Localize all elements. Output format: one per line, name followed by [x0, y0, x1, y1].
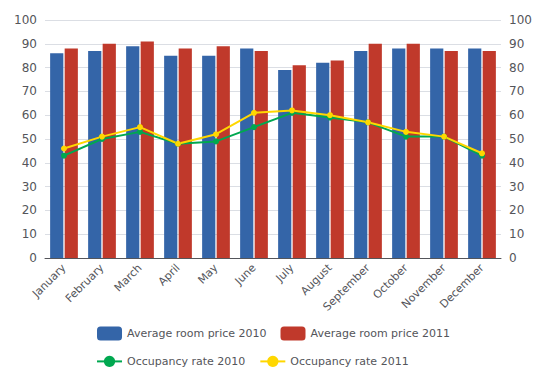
svg-text:60: 60 [509, 108, 524, 122]
svg-text:Average room price 2010: Average room price 2010 [127, 327, 267, 340]
svg-text:80: 80 [509, 61, 524, 75]
svg-text:0: 0 [509, 251, 517, 265]
svg-text:60: 60 [22, 108, 37, 122]
svg-text:Occupancy rate 2010: Occupancy rate 2010 [127, 355, 245, 368]
svg-text:20: 20 [509, 203, 524, 217]
svg-text:70: 70 [22, 84, 37, 98]
svg-text:July: July [273, 261, 297, 285]
svg-text:40: 40 [22, 156, 37, 170]
svg-text:August: August [298, 261, 335, 298]
svg-text:March: March [112, 261, 145, 294]
svg-text:October: October [370, 261, 411, 302]
svg-text:10: 10 [509, 227, 524, 241]
svg-text:100: 100 [14, 13, 37, 27]
svg-text:April: April [156, 261, 183, 288]
svg-text:30: 30 [22, 180, 37, 194]
svg-text:30: 30 [509, 180, 524, 194]
svg-text:December: December [437, 261, 487, 311]
svg-text:June: June [232, 261, 259, 288]
svg-text:40: 40 [509, 156, 524, 170]
svg-text:Occupancy rate 2011: Occupancy rate 2011 [290, 355, 408, 368]
svg-text:90: 90 [509, 37, 524, 51]
svg-text:September: September [320, 261, 372, 313]
svg-text:50: 50 [22, 132, 37, 146]
svg-text:50: 50 [509, 132, 524, 146]
svg-text:90: 90 [22, 37, 37, 51]
svg-text:May: May [195, 261, 221, 287]
svg-text:100: 100 [509, 13, 532, 27]
svg-text:70: 70 [509, 84, 524, 98]
svg-text:0: 0 [29, 251, 37, 265]
svg-text:November: November [399, 261, 449, 311]
svg-text:Average room price 2011: Average room price 2011 [311, 327, 451, 340]
svg-text:80: 80 [22, 61, 37, 75]
svg-text:January: January [29, 261, 69, 301]
svg-text:20: 20 [22, 203, 37, 217]
svg-text:February: February [63, 261, 107, 305]
svg-text:10: 10 [22, 227, 37, 241]
